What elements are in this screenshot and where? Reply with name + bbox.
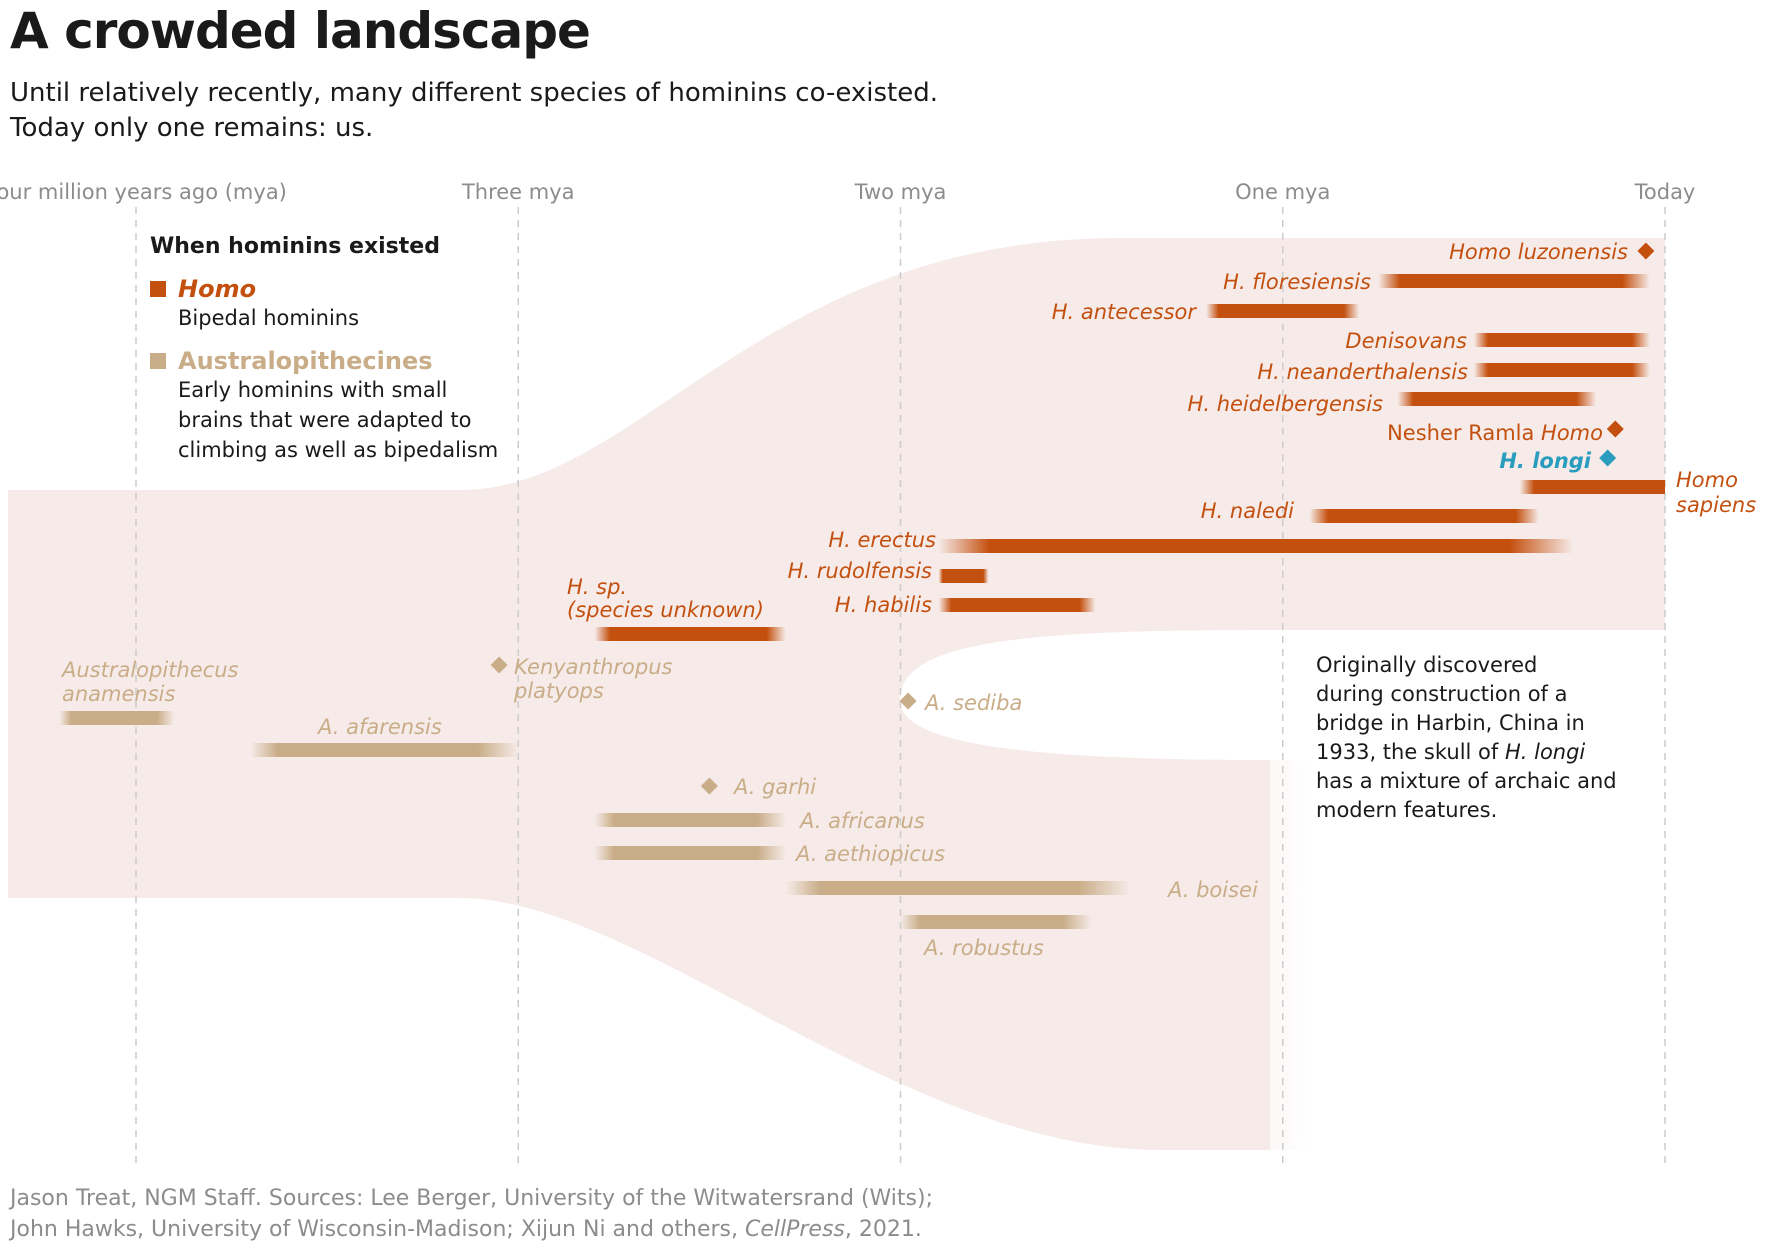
legend-title: When hominins existed: [150, 234, 440, 259]
x-tick-label: Three mya: [461, 180, 575, 204]
naledi-bar: [1309, 509, 1539, 523]
subtitle-line-2: Today only one remains: us.: [10, 113, 374, 143]
legend-homo-desc: Bipedal hominins: [178, 306, 360, 330]
heidelbergensis-label: H. heidelbergensis: [1188, 392, 1384, 416]
credit-journal: CellPress: [745, 1217, 845, 1242]
species-marks: [59, 242, 1665, 929]
legend-item-australopithecines: Australopithecines: [150, 347, 530, 375]
aethiopicus-label: A. aethiopicus: [794, 842, 945, 866]
habilis-bar: [938, 598, 1096, 612]
legend-aus-desc-2: brains that were adapted to: [178, 408, 472, 432]
annotation-line-1: Originally discovered: [1316, 653, 1538, 677]
annotation-line-4-text: 1933, the skull of: [1316, 740, 1505, 764]
anamensis-label: Australopithecus anamensis: [60, 658, 239, 706]
denisovans-label: Denisovans: [1345, 329, 1467, 353]
x-tick-label: Today: [1634, 180, 1696, 204]
rudolfensis-label: H. rudolfensis: [788, 559, 932, 583]
garhi-point-marker: [700, 777, 718, 795]
legend-aus-desc-1: Early hominins with small: [178, 378, 448, 402]
garhi-label: A. garhi: [732, 775, 816, 799]
species-labels: Homo luzonensis H. floresiensis H. anteces…: [60, 240, 1756, 960]
kenyanthropus-label: Kenyanthropus platyops: [513, 655, 673, 703]
floresiensis-label: H. floresiensis: [1223, 270, 1371, 294]
floresiensis-bar: [1378, 274, 1650, 288]
erectus-label: H. erectus: [828, 528, 936, 552]
antecessor-bar: [1206, 304, 1360, 318]
africanus-bar: [594, 813, 786, 827]
homo-swatch: [150, 281, 166, 297]
erectus-bar: [938, 539, 1574, 553]
australopithecine-swatch: [150, 353, 166, 369]
chart-title: A crowded landscape: [10, 2, 591, 60]
nesher-label: Nesher Ramla Homo: [1387, 421, 1603, 445]
legend: When hominins existed Homo Bipedal homin…: [150, 234, 530, 465]
boisei-bar: [785, 881, 1130, 895]
source-credit: Jason Treat, NGM Staff. Sources: Lee Ber…: [10, 1183, 933, 1245]
gridlines: [135, 207, 1666, 1168]
legend-item-homo: Homo: [150, 275, 530, 303]
anamensis-bar: [59, 711, 175, 725]
annotation-line-5: has a mixture of archaic and: [1316, 769, 1617, 793]
annotation-line-2: during construction of a: [1316, 682, 1568, 706]
x-tick-label: Two mya: [854, 180, 947, 204]
annotation-line-4: 1933, the skull of H. longi: [1316, 738, 1636, 767]
robustus-bar: [900, 915, 1092, 929]
habilis-label: H. habilis: [835, 593, 932, 617]
x-axis-labels: Four million years ago (mya) Three mya Two…: [0, 180, 1695, 204]
neanderthalensis-label: H. neanderthalensis: [1257, 360, 1468, 384]
annotation-line-6: modern features.: [1316, 798, 1498, 822]
credit-line-2-end: , 2021.: [844, 1217, 922, 1242]
sediba-point-marker: [899, 692, 917, 710]
credit-line-1: Jason Treat, NGM Staff. Sources: Lee Ber…: [10, 1186, 933, 1211]
sapiens-bar: [1519, 480, 1665, 494]
robustus-label: A. robustus: [922, 936, 1044, 960]
credit-line-2-text: John Hawks, University of Wisconsin-Madi…: [10, 1217, 745, 1242]
hsp-label: H. sp. (species unknown): [567, 575, 764, 622]
rudolfensis-bar: [938, 569, 989, 583]
denisovans-bar: [1473, 333, 1650, 347]
x-tick-label: Four million years ago (mya): [0, 180, 287, 204]
sediba-label: A. sediba: [923, 691, 1022, 715]
afarensis-label: A. afarensis: [316, 715, 442, 739]
neanderthalensis-bar: [1473, 363, 1650, 377]
hsp-bar: [594, 627, 786, 641]
boisei-label: A. boisei: [1166, 878, 1258, 902]
naledi-label: H. naledi: [1201, 499, 1294, 523]
legend-homo-label: Homo: [178, 275, 257, 303]
subtitle-line-1: Until relatively recently, many differen…: [10, 78, 939, 108]
antecessor-label: H. antecessor: [1052, 300, 1198, 324]
aethiopicus-bar: [594, 846, 786, 860]
longi-annotation: Originally discovered during constructio…: [1316, 651, 1636, 825]
chart-subtitle: Until relatively recently, many differen…: [10, 76, 1110, 146]
legend-aus-label: Australopithecines: [178, 347, 433, 375]
legend-aus-desc-3: climbing as well as bipedalism: [178, 438, 499, 462]
heidelbergensis-bar: [1397, 392, 1597, 406]
credit-line-2: John Hawks, University of Wisconsin-Madi…: [10, 1214, 933, 1245]
longi-label: H. longi: [1499, 449, 1591, 473]
band-fade: [1200, 760, 1310, 1150]
africanus-label: A. africanus: [798, 809, 925, 833]
kenyanthropus-point-marker: [490, 656, 508, 674]
sapiens-label: Homo sapiens: [1676, 468, 1756, 517]
x-tick-label: One mya: [1235, 180, 1330, 204]
luzonensis-label: Homo luzonensis: [1449, 240, 1628, 264]
annotation-longi-name: H. longi: [1504, 740, 1586, 764]
homo-era-band: [8, 238, 1665, 627]
annotation-line-3: bridge in Harbin, China in: [1316, 711, 1585, 735]
afarensis-bar: [250, 743, 519, 757]
